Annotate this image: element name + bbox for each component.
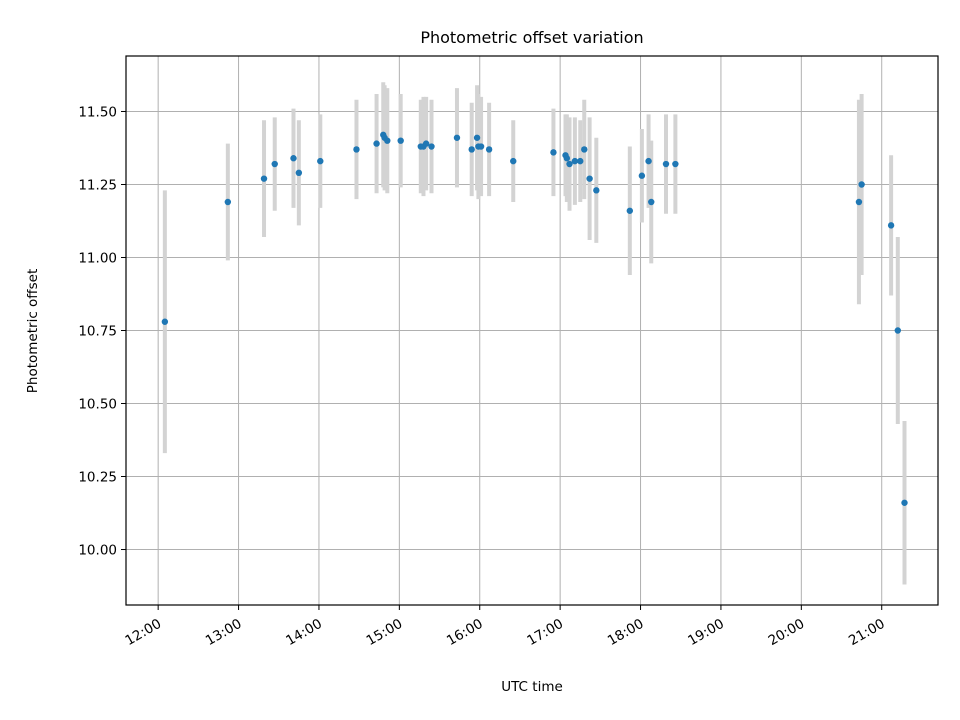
y-tick-label: 11.25 [78, 177, 117, 193]
data-point [485, 146, 493, 153]
data-point [855, 198, 863, 206]
data-point [295, 169, 303, 177]
y-tick-label: 11.00 [78, 250, 117, 266]
data-point [384, 137, 391, 144]
data-point [317, 157, 324, 165]
data-point [510, 157, 517, 165]
data-point [477, 143, 485, 150]
x-tick-label: 17:00 [524, 616, 566, 649]
data-point [563, 155, 571, 162]
data-point [260, 175, 268, 182]
x-tick-label: 15:00 [364, 616, 406, 649]
data-point [894, 327, 902, 334]
data-point [453, 134, 461, 141]
data-point [224, 198, 232, 206]
data-point [468, 146, 475, 153]
x-tick-label: 13:00 [203, 616, 245, 649]
chart-title: Photometric offset variation [420, 28, 643, 47]
data-point [577, 157, 584, 165]
x-tick-label: 20:00 [766, 616, 808, 649]
x-tick-label: 12:00 [122, 616, 164, 649]
grid [126, 56, 938, 605]
data-point [593, 187, 600, 194]
data-point [586, 175, 593, 182]
data-point [550, 149, 557, 156]
y-tick-label: 11.50 [78, 104, 117, 120]
data-point [645, 157, 652, 165]
errorbars [162, 82, 907, 585]
y-tick-label: 10.50 [78, 397, 117, 413]
x-tick-label: 18:00 [605, 616, 647, 649]
data-point [353, 146, 360, 153]
y-tick-label: 10.75 [78, 324, 117, 340]
data-point [581, 146, 588, 153]
data-point [662, 160, 670, 168]
data-point [901, 499, 908, 506]
data-point [858, 181, 865, 188]
data-point [672, 160, 679, 168]
y-axis-label: Photometric offset [25, 269, 41, 393]
data-points [161, 131, 908, 506]
x-axis-ticks: 12:00 13:00 14:00 15:00 16:00 17:00 18:00 19:00… [122, 605, 888, 649]
data-point [290, 155, 297, 162]
data-point [566, 160, 573, 168]
x-tick-label: 21:00 [846, 616, 888, 649]
x-tick-label: 19:00 [685, 616, 727, 649]
data-point [473, 134, 481, 141]
data-point [161, 318, 169, 325]
data-point [422, 140, 430, 147]
x-tick-label: 16:00 [444, 616, 486, 649]
data-point [626, 207, 634, 214]
data-point [638, 172, 646, 179]
data-point [571, 157, 579, 165]
y-tick-label: 10.25 [78, 470, 117, 486]
data-point [397, 137, 404, 144]
data-point [373, 140, 380, 147]
x-axis-label: UTC time [501, 679, 563, 695]
data-point [887, 222, 895, 229]
x-tick-label: 14:00 [283, 616, 325, 649]
data-point [271, 160, 278, 168]
data-point [648, 198, 655, 206]
y-axis-ticks: 10.00 10.25 10.50 10.75 11.00 11.25 11.50 [78, 104, 126, 559]
y-tick-label: 10.00 [78, 543, 117, 559]
data-point [428, 143, 435, 150]
